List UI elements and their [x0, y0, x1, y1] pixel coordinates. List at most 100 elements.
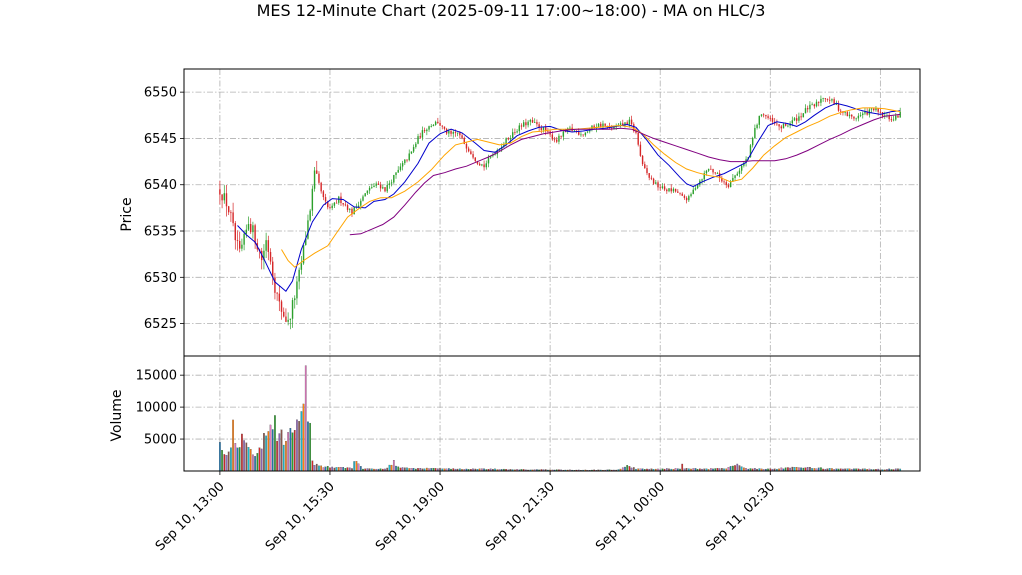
volume-bar [269, 424, 272, 472]
candle-body [813, 104, 816, 107]
candle-body [690, 194, 692, 197]
volume-bar [313, 465, 316, 472]
volume-bar [307, 421, 309, 472]
candle-body [252, 225, 254, 233]
moving-average-line [281, 107, 901, 268]
candle-body [518, 125, 521, 132]
volume-bar [626, 465, 629, 472]
candle-body [630, 119, 633, 125]
volume-bar [628, 466, 631, 472]
candle-body [696, 185, 699, 189]
candle-body [701, 179, 703, 181]
candle-body [586, 131, 589, 133]
candle-body [443, 126, 446, 129]
volume-tick-label: 15000 [136, 369, 177, 384]
candle-body [663, 186, 666, 190]
candle-body [276, 292, 278, 294]
candle-body [412, 147, 415, 152]
candle-body [837, 104, 840, 111]
candle-body [672, 188, 675, 192]
volume-bar [359, 466, 362, 472]
candle-body [322, 191, 325, 198]
candle-body [721, 177, 723, 182]
candle-body [296, 281, 298, 299]
candle-body [371, 187, 373, 188]
candle-body [404, 159, 406, 164]
candle-body [725, 182, 727, 185]
volume-bar [230, 447, 232, 472]
volume-bar [318, 465, 320, 472]
candle-body [399, 166, 402, 170]
volume-bar [632, 467, 635, 472]
candle-body [578, 131, 580, 135]
candle-body [622, 123, 624, 126]
candle-body [879, 111, 882, 113]
candle-body [516, 131, 518, 133]
volume-bar [740, 466, 743, 472]
candle-body [558, 135, 560, 142]
candle-body [472, 154, 474, 158]
candle-body [507, 138, 510, 140]
candle-body [864, 111, 866, 114]
candle-body [659, 187, 661, 189]
candle-body [360, 200, 362, 206]
candle-body [855, 118, 857, 120]
candle-body [434, 121, 437, 125]
candle-body [494, 154, 496, 156]
volume-bar [280, 429, 283, 472]
candle-body [335, 202, 338, 204]
candle-body [826, 99, 829, 100]
candle-body [511, 132, 514, 139]
candle-body [421, 130, 424, 138]
volume-bar [267, 431, 270, 472]
x-tick-label: Sep 11, 00:00 [593, 479, 668, 554]
candle-body [529, 120, 532, 122]
candle-body [848, 114, 851, 117]
volume-bar [249, 449, 252, 472]
candle-body [716, 173, 719, 175]
candle-body [294, 298, 296, 301]
candle-body [531, 120, 534, 123]
candle-body [714, 172, 716, 174]
candle-body [628, 119, 631, 125]
volume-bar [346, 467, 349, 472]
volume-bar [331, 466, 334, 472]
candle-body [489, 156, 492, 158]
volume-bar [254, 456, 256, 472]
candle-body [846, 112, 849, 117]
volume-bar [278, 433, 281, 472]
candle-body [749, 145, 752, 158]
moving-averages-layer [237, 102, 901, 292]
volume-bar [793, 467, 796, 472]
candle-body [364, 193, 366, 197]
candle-body [897, 115, 899, 118]
candle-body [811, 104, 813, 106]
candle-body [485, 163, 487, 168]
candle-body [265, 240, 267, 251]
candle-body [712, 169, 714, 173]
candle-body [556, 139, 558, 142]
candle-body [249, 224, 252, 233]
price-axis-label: Price [119, 197, 135, 231]
candle-body [388, 183, 391, 185]
volume-bar [245, 442, 248, 472]
candle-body [324, 197, 327, 202]
volume-bar [342, 467, 345, 472]
candle-body [692, 189, 694, 195]
candle-body [465, 143, 468, 149]
candle-body [829, 99, 831, 101]
candle-body [824, 98, 827, 100]
price-tick-label: 6545 [144, 132, 177, 147]
candle-body [551, 134, 554, 140]
candle-body [875, 108, 877, 111]
candle-body [280, 301, 283, 312]
candle-body [243, 233, 245, 245]
candle-body [646, 168, 648, 174]
candle-body [732, 177, 734, 182]
volume-bar [238, 447, 241, 472]
candle-body [368, 187, 371, 191]
candle-body [269, 252, 272, 262]
volume-bar [791, 466, 794, 472]
candle-body [703, 173, 705, 180]
volume-bar [232, 419, 234, 472]
